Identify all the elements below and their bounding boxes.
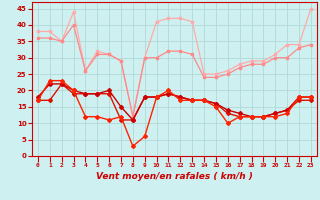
X-axis label: Vent moyen/en rafales ( km/h ): Vent moyen/en rafales ( km/h ) — [96, 172, 253, 181]
